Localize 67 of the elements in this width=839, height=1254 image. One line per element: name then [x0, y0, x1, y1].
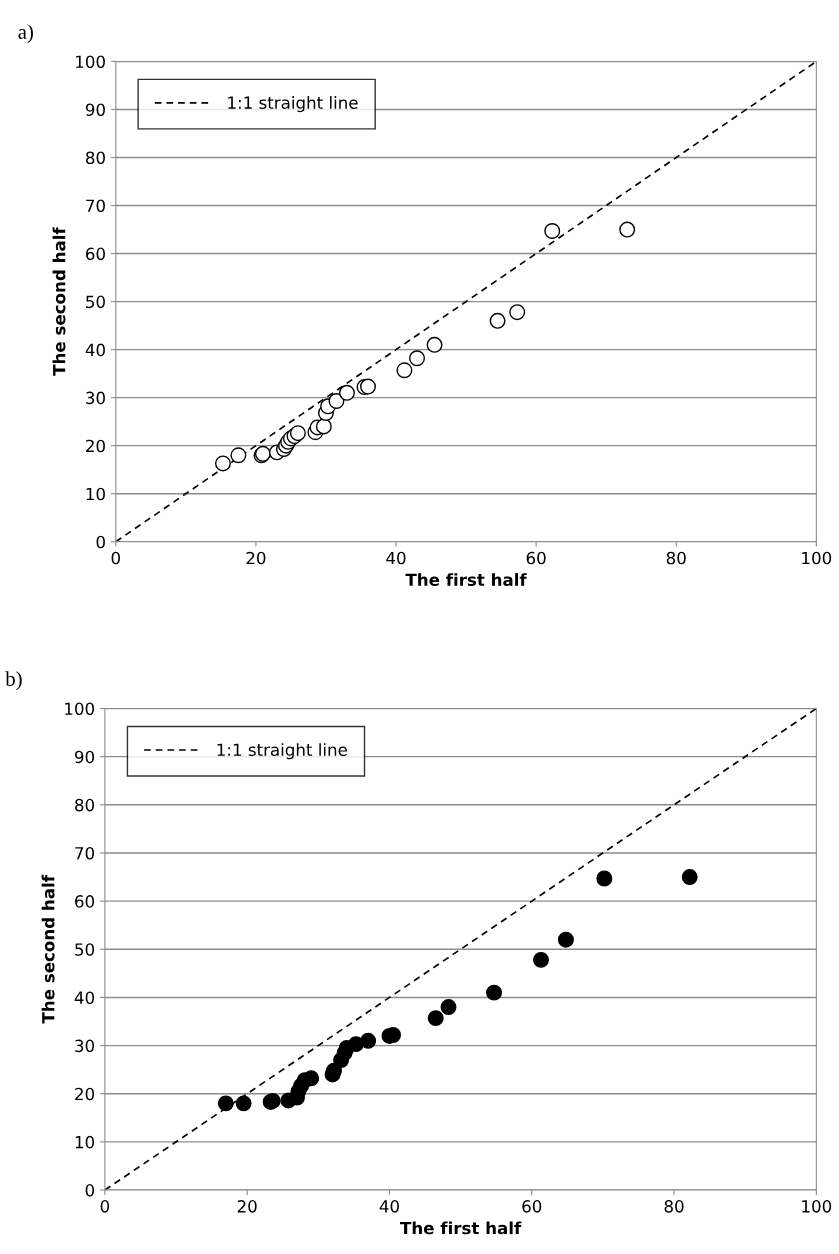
chart-title: b) [5, 671, 22, 691]
point [217, 1095, 234, 1112]
point [409, 350, 426, 367]
y-tick-label: 100 [65, 702, 95, 716]
point [396, 362, 413, 379]
legend-label: 1:1 straight line [217, 743, 347, 760]
legend-label: 1:1 straight line [228, 96, 358, 113]
point [489, 312, 506, 329]
point [230, 447, 247, 464]
x-tick-label: 80 [664, 1200, 684, 1213]
y-tick-label: 20 [75, 1087, 95, 1101]
x-axis-title: The first half [405, 573, 527, 587]
point [533, 951, 549, 968]
point [619, 221, 636, 238]
x-tick-label: 60 [526, 551, 546, 565]
point [681, 869, 698, 886]
x-tick-label: 20 [237, 1200, 257, 1213]
point [385, 1027, 401, 1043]
y-axis-title: The second half [41, 874, 55, 1024]
point [214, 455, 231, 472]
point [303, 1070, 320, 1087]
y-tick-label: 80 [85, 151, 105, 165]
y-tick-label: 70 [86, 199, 105, 213]
x-tick-label: 100 [802, 1200, 832, 1213]
x-tick-label: 20 [246, 551, 266, 565]
point [557, 931, 574, 948]
point [544, 223, 561, 239]
point [348, 1036, 365, 1053]
x-tick-label: 0 [111, 551, 120, 565]
x-tick-label: 60 [522, 1200, 542, 1213]
point [596, 870, 613, 887]
y-tick-label: 0 [96, 535, 105, 549]
point [486, 984, 503, 1001]
point [235, 1095, 252, 1112]
y-tick-label: 30 [75, 1039, 95, 1053]
y-tick-label: 40 [74, 991, 95, 1004]
x-tick-label: 80 [666, 551, 686, 565]
point [360, 1032, 377, 1049]
point [328, 393, 345, 409]
x-tick-label: 40 [379, 1200, 399, 1213]
y-tick-label: 10 [75, 1135, 95, 1149]
point [427, 1010, 444, 1027]
y-tick-label: 10 [86, 487, 105, 501]
y-tick-label: 0 [85, 1184, 95, 1197]
chart-title: a) [18, 24, 33, 44]
point [338, 384, 355, 401]
y-tick-label: 40 [85, 343, 105, 357]
y-tick-label: 60 [75, 895, 95, 908]
y-tick-label: 30 [86, 391, 105, 405]
point [426, 336, 443, 353]
y-tick-label: 90 [85, 103, 105, 117]
y-axis-title: The second half [52, 227, 66, 376]
point [360, 378, 376, 395]
point [440, 999, 457, 1016]
y-tick-label: 50 [75, 943, 95, 956]
y-tick-label: 90 [74, 750, 95, 764]
x-tick-label: 40 [386, 551, 406, 565]
point [509, 304, 526, 321]
y-tick-label: 70 [75, 846, 95, 860]
point [315, 418, 332, 435]
y-tick-label: 50 [86, 295, 105, 309]
x-tick-label: 100 [802, 551, 832, 565]
y-tick-label: 20 [86, 439, 105, 453]
x-axis-title: The first half [400, 1221, 522, 1235]
y-tick-label: 60 [86, 247, 105, 261]
y-tick-label: 80 [75, 798, 95, 812]
y-tick-label: 100 [76, 55, 105, 69]
